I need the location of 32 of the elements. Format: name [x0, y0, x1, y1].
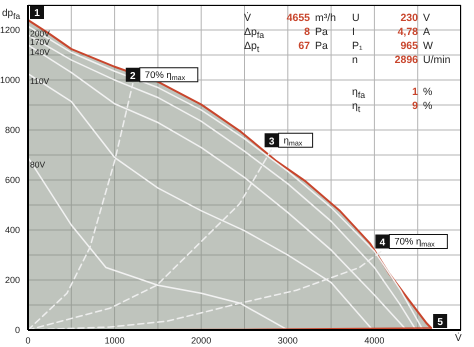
- series-label: 140V: [30, 47, 50, 57]
- y-tick-label: 1000: [0, 75, 20, 86]
- x-tick-label: 4000: [364, 335, 384, 346]
- series-label: 170V: [30, 37, 50, 47]
- x-tick-label: 3000: [278, 335, 298, 346]
- y-tick-label: 200: [4, 275, 20, 286]
- text: Δp$_{fa}$ 8 Pa: [244, 26, 328, 40]
- y-tick-label: 600: [4, 175, 20, 186]
- series-label: 200V: [30, 28, 50, 38]
- text: Δp$_{t}$ 67 Pa: [244, 40, 328, 54]
- label-box: 1: [30, 5, 44, 19]
- text: I 4,78 A: [352, 26, 430, 38]
- label-box: 5: [433, 314, 448, 328]
- text: η$_{fa}$ 1 %: [352, 86, 432, 100]
- text: U 230 V: [352, 12, 430, 24]
- x-tick-label: 2000: [191, 335, 212, 346]
- annotation: 5: [437, 317, 444, 328]
- annotation: 1: [34, 8, 40, 19]
- text: P₁ 965 W: [352, 40, 433, 52]
- y-tick-label: 800: [4, 125, 20, 136]
- y-tick-label: 1200: [0, 25, 20, 36]
- x-axis-title: V̇: [455, 333, 462, 344]
- text: n 2896 U/min: [352, 54, 450, 66]
- x-tick-label: 0: [25, 335, 31, 346]
- x-tick-label: 1000: [104, 335, 125, 346]
- y-tick-label: 400: [4, 225, 20, 236]
- y-tick-label: 0: [14, 325, 20, 336]
- series-label: 110V: [30, 76, 50, 86]
- y-axis-title: dp$_{fa}$: [2, 8, 20, 21]
- series-label: 80V: [30, 160, 46, 170]
- text: η$_{t}$ 9 %: [352, 100, 432, 114]
- text: V̇ 4655 m³/h: [244, 12, 336, 24]
